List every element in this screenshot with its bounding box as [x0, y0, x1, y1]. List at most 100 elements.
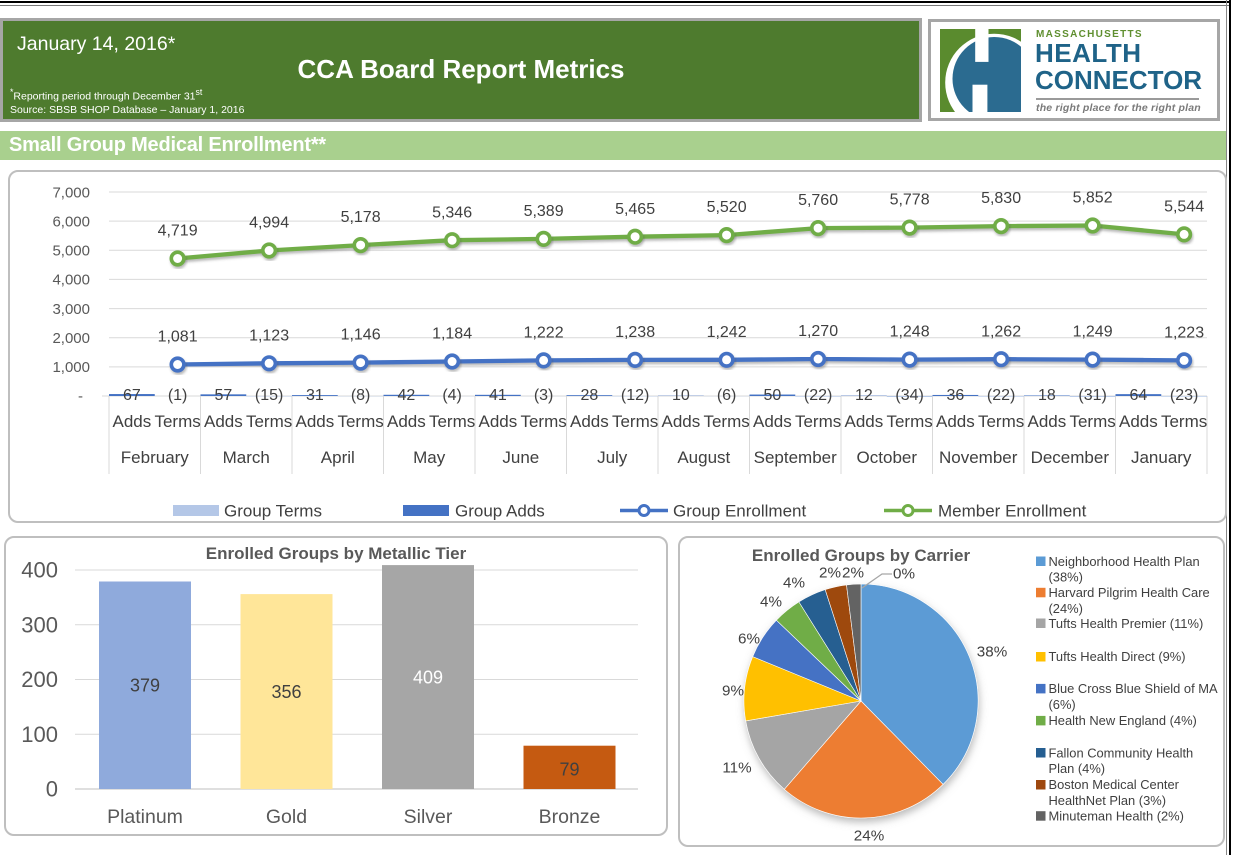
- svg-text:4%: 4%: [783, 574, 805, 591]
- svg-text:Group Adds: Group Adds: [455, 501, 545, 520]
- svg-text:(6%): (6%): [1049, 697, 1076, 712]
- svg-text:1,000: 1,000: [52, 359, 90, 376]
- svg-text:Adds: Adds: [1119, 412, 1158, 431]
- svg-text:Group Terms: Group Terms: [224, 501, 322, 520]
- svg-text:42: 42: [398, 387, 416, 404]
- svg-text:4,719: 4,719: [158, 223, 198, 240]
- svg-text:4%: 4%: [760, 593, 782, 610]
- svg-text:300: 300: [21, 613, 58, 638]
- svg-text:(34): (34): [895, 387, 923, 404]
- svg-text:Terms: Terms: [154, 412, 200, 431]
- svg-text:5,465: 5,465: [615, 201, 655, 218]
- svg-text:6,000: 6,000: [52, 213, 90, 230]
- svg-text:Terms: Terms: [703, 412, 749, 431]
- svg-text:(6): (6): [717, 387, 737, 404]
- svg-text:1,248: 1,248: [890, 324, 930, 341]
- svg-text:11%: 11%: [722, 759, 751, 776]
- svg-text:6%: 6%: [738, 630, 760, 647]
- svg-text:2%: 2%: [842, 564, 864, 581]
- svg-text:Enrolled Groups by Metallic Ti: Enrolled Groups by Metallic Tier: [206, 544, 467, 563]
- svg-text:1,123: 1,123: [249, 327, 289, 344]
- svg-text:Health New England (4%): Health New England (4%): [1049, 713, 1197, 728]
- svg-text:5,000: 5,000: [52, 243, 90, 260]
- svg-text:-: -: [78, 388, 83, 405]
- svg-text:1,270: 1,270: [798, 323, 838, 340]
- svg-text:5,389: 5,389: [524, 203, 564, 220]
- svg-text:(15): (15): [255, 387, 283, 404]
- svg-text:September: September: [754, 448, 837, 467]
- svg-text:1,184: 1,184: [432, 326, 472, 343]
- svg-text:100: 100: [21, 722, 58, 747]
- svg-text:38%: 38%: [977, 643, 1007, 660]
- svg-text:31: 31: [306, 387, 324, 404]
- svg-text:4,000: 4,000: [52, 272, 90, 289]
- svg-text:0%: 0%: [893, 565, 915, 582]
- svg-text:Terms: Terms: [520, 412, 566, 431]
- svg-text:January: January: [1131, 448, 1192, 467]
- svg-text:August: August: [677, 448, 730, 467]
- svg-text:Terms: Terms: [886, 412, 932, 431]
- svg-text:Adds: Adds: [204, 412, 243, 431]
- svg-text:Tufts Health Direct (9%): Tufts Health Direct (9%): [1049, 649, 1186, 664]
- svg-text:Adds: Adds: [936, 412, 975, 431]
- svg-text:(12): (12): [621, 387, 649, 404]
- svg-text:Boston Medical Center: Boston Medical Center: [1049, 777, 1180, 792]
- svg-text:Adds: Adds: [113, 412, 152, 431]
- svg-text:Terms: Terms: [1069, 412, 1115, 431]
- svg-text:4,994: 4,994: [249, 215, 289, 232]
- svg-text:October: October: [857, 448, 918, 467]
- svg-text:Terms: Terms: [1161, 412, 1207, 431]
- svg-text:10: 10: [672, 387, 690, 404]
- svg-text:July: July: [597, 448, 628, 467]
- svg-text:36: 36: [947, 387, 965, 404]
- svg-text:5,544: 5,544: [1164, 199, 1204, 216]
- svg-text:Terms: Terms: [246, 412, 292, 431]
- svg-text:41: 41: [489, 387, 507, 404]
- svg-text:(24%): (24%): [1049, 601, 1083, 616]
- svg-text:2,000: 2,000: [52, 330, 90, 347]
- svg-text:1,238: 1,238: [615, 324, 655, 341]
- svg-text:Terms: Terms: [612, 412, 658, 431]
- svg-text:1,223: 1,223: [1164, 325, 1204, 342]
- svg-text:(23): (23): [1170, 387, 1198, 404]
- svg-text:1,146: 1,146: [341, 327, 381, 344]
- svg-text:Adds: Adds: [479, 412, 518, 431]
- svg-text:Terms: Terms: [978, 412, 1024, 431]
- svg-text:Tufts Health Premier (11%): Tufts Health Premier (11%): [1049, 616, 1204, 631]
- svg-text:(4): (4): [442, 387, 462, 404]
- svg-text:409: 409: [413, 667, 443, 687]
- svg-text:Fallon Community Health: Fallon Community Health: [1049, 745, 1194, 760]
- svg-text:Blue Cross Blue Shield of MA: Blue Cross Blue Shield of MA: [1049, 681, 1218, 696]
- svg-text:Member Enrollment: Member Enrollment: [938, 501, 1087, 520]
- svg-text:5,520: 5,520: [707, 199, 747, 216]
- svg-text:5,760: 5,760: [798, 192, 838, 209]
- svg-text:(22): (22): [987, 387, 1015, 404]
- svg-text:18: 18: [1038, 387, 1056, 404]
- svg-text:7,000: 7,000: [52, 184, 90, 201]
- svg-text:67: 67: [123, 387, 141, 404]
- svg-text:Enrolled Groups by Carrier: Enrolled Groups by Carrier: [752, 546, 971, 565]
- svg-text:February: February: [121, 448, 190, 467]
- svg-text:Terms: Terms: [795, 412, 841, 431]
- svg-text:79: 79: [559, 759, 579, 779]
- svg-text:(8): (8): [351, 387, 371, 404]
- svg-text:9%: 9%: [722, 682, 744, 699]
- svg-text:Group Enrollment: Group Enrollment: [673, 501, 807, 520]
- svg-text:Adds: Adds: [845, 412, 884, 431]
- svg-text:(38%): (38%): [1049, 570, 1083, 585]
- svg-text:Neighborhood Health Plan: Neighborhood Health Plan: [1049, 554, 1200, 569]
- svg-text:5,852: 5,852: [1073, 190, 1113, 207]
- svg-text:2%: 2%: [819, 564, 841, 581]
- svg-text:Silver: Silver: [404, 806, 453, 828]
- svg-text:Adds: Adds: [662, 412, 701, 431]
- svg-text:April: April: [321, 448, 355, 467]
- svg-text:(31): (31): [1078, 387, 1106, 404]
- svg-text:Bronze: Bronze: [539, 806, 601, 828]
- svg-text:200: 200: [21, 667, 58, 692]
- svg-text:5,346: 5,346: [432, 204, 472, 221]
- svg-text:Adds: Adds: [1028, 412, 1067, 431]
- svg-text:1,242: 1,242: [707, 324, 747, 341]
- svg-text:5,778: 5,778: [890, 192, 930, 209]
- svg-text:1,249: 1,249: [1073, 324, 1113, 341]
- svg-text:379: 379: [130, 676, 160, 696]
